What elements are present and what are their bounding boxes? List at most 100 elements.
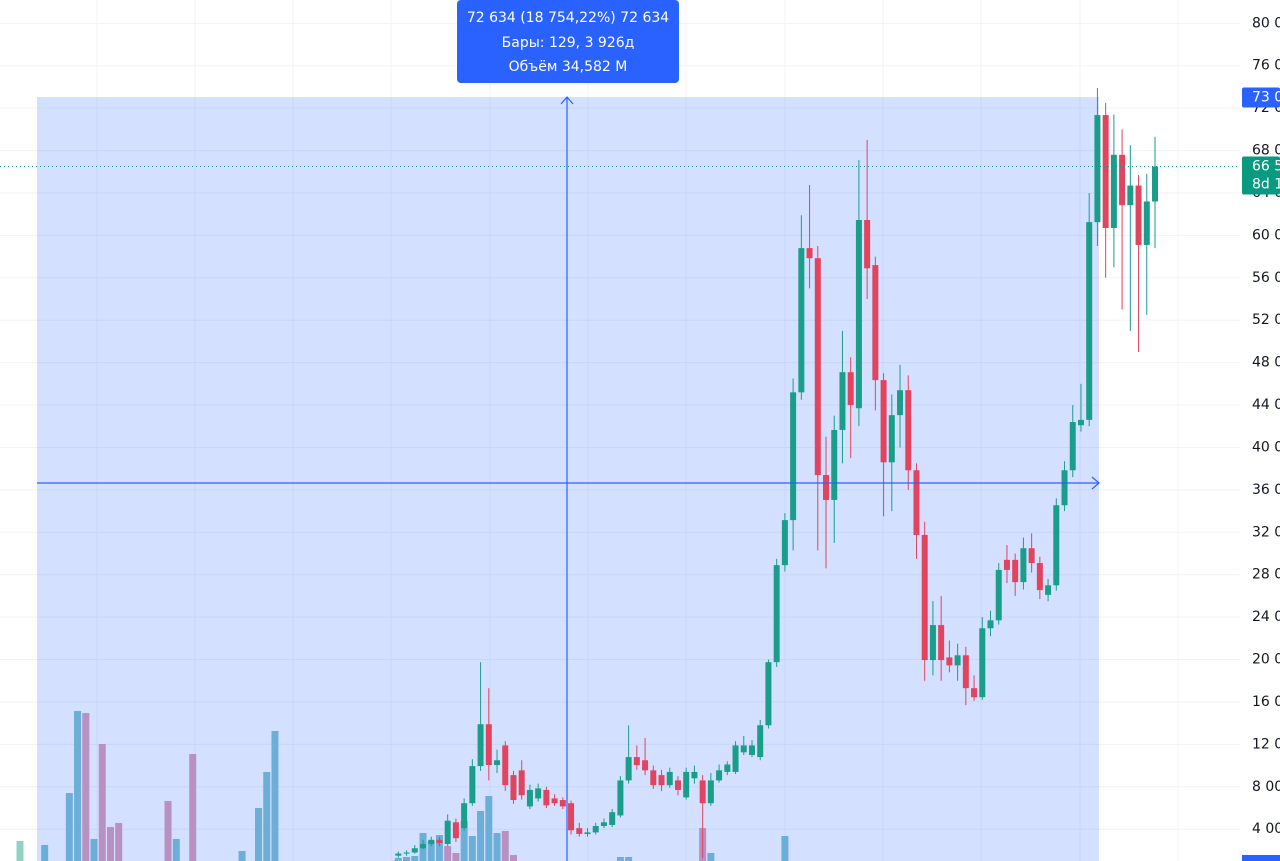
candle-body	[790, 392, 797, 521]
candle-body	[987, 620, 994, 629]
candle-layer	[395, 88, 1158, 858]
candle-body	[1003, 559, 1010, 570]
candle-body	[946, 657, 953, 666]
candle-body	[642, 760, 649, 771]
candle-body	[461, 803, 468, 829]
candle-body	[617, 780, 624, 816]
candle-body	[740, 745, 747, 753]
y-tick-label: 60 000	[1252, 227, 1280, 243]
volume-bar	[65, 793, 73, 861]
candle-body	[699, 780, 706, 804]
y-tick-label: 32 000	[1252, 524, 1280, 540]
candle-body	[650, 770, 657, 786]
candle-body	[1094, 115, 1101, 223]
candle-body	[1119, 154, 1126, 206]
candle-body	[814, 258, 821, 476]
candle-body	[1061, 470, 1068, 506]
candle-body	[559, 800, 566, 807]
volume-bar	[394, 858, 402, 861]
candle-body	[576, 828, 583, 834]
volume-bar	[90, 839, 98, 861]
volume-bar	[106, 827, 114, 861]
volume-bar	[411, 856, 419, 861]
candle-body	[806, 248, 813, 259]
candle-body	[864, 220, 871, 269]
candle-body	[584, 832, 591, 834]
volume-bar	[271, 731, 279, 861]
volume-bar	[477, 811, 485, 861]
y-tick-label: 80 000	[1252, 15, 1280, 31]
measure-arrow	[560, 96, 574, 105]
y-tick-label: 36 000	[1252, 482, 1280, 498]
candle-body	[855, 220, 862, 409]
candle-body	[609, 812, 616, 825]
candle-body	[518, 770, 525, 796]
candle-body	[633, 757, 640, 766]
candle-body	[1127, 185, 1134, 206]
countdown-label: 8d 1	[1252, 176, 1280, 192]
volume-bar	[427, 841, 435, 861]
volume-bar	[164, 801, 172, 861]
volume-bar	[41, 845, 49, 861]
candle-body	[452, 822, 459, 839]
candle-body	[683, 771, 690, 798]
candle-body	[781, 520, 788, 566]
candle-body	[1045, 585, 1052, 595]
volume-bar	[616, 857, 624, 861]
tooltip-box	[457, 0, 679, 83]
candle-body	[526, 789, 533, 807]
volume-bar	[460, 821, 468, 861]
candle-body	[568, 803, 575, 831]
volume-bar	[435, 835, 443, 861]
axis-range-bar	[1242, 855, 1280, 861]
candle-body	[913, 470, 920, 535]
price-axis: 4 000 8 000 12 000 16 000 20 000 24 000 28 000…	[1240, 0, 1280, 861]
candle-body	[666, 771, 673, 786]
candle-body	[543, 789, 550, 806]
volume-bar	[189, 754, 197, 861]
y-tick-label: 16 000	[1252, 694, 1280, 710]
candle-body	[921, 534, 928, 661]
y-tick-label: 40 000	[1252, 439, 1280, 455]
measure-tooltip: 72 634 (18 754,22%) 72 634 Бары: 129, 3 …	[457, 0, 679, 83]
candle-body	[1102, 115, 1109, 228]
y-tick-label: 44 000	[1252, 397, 1280, 413]
volume-bar	[707, 853, 715, 861]
candle-body	[1036, 563, 1043, 591]
volume-bar	[403, 857, 411, 861]
y-tick-label: 24 000	[1252, 609, 1280, 625]
volume-bar	[74, 711, 82, 861]
candle-body	[625, 757, 632, 781]
candle-body	[1135, 185, 1142, 245]
candle-body	[880, 380, 887, 463]
candle-body	[707, 780, 714, 804]
candle-body	[962, 655, 969, 689]
candle-body	[897, 390, 904, 416]
current-price-tag	[1242, 156, 1280, 195]
candle-body	[477, 724, 484, 767]
candle-body	[995, 569, 1002, 621]
candle-body	[1069, 422, 1076, 471]
tooltip-line: Объём 34,582 M	[509, 59, 628, 75]
candle-body	[757, 725, 764, 758]
candle-body	[831, 429, 838, 500]
candle-body	[888, 415, 895, 463]
candle-body	[1028, 548, 1035, 564]
range-tag	[1242, 87, 1280, 108]
volume-bar	[172, 839, 180, 861]
volume-bar	[98, 744, 106, 861]
y-tick-label: 12 000	[1252, 736, 1280, 752]
candle-body	[395, 853, 402, 856]
candle-body	[592, 826, 599, 833]
y-tick-label: 52 000	[1252, 312, 1280, 328]
volume-bar	[501, 831, 509, 861]
volume-bar	[255, 808, 263, 861]
y-tick-label: 20 000	[1252, 652, 1280, 668]
candle-body	[444, 820, 451, 845]
candle-body	[748, 745, 755, 755]
tooltip-line: Бары: 129, 3 926д	[502, 35, 635, 51]
candle-body	[674, 780, 681, 790]
candle-body	[798, 248, 805, 393]
